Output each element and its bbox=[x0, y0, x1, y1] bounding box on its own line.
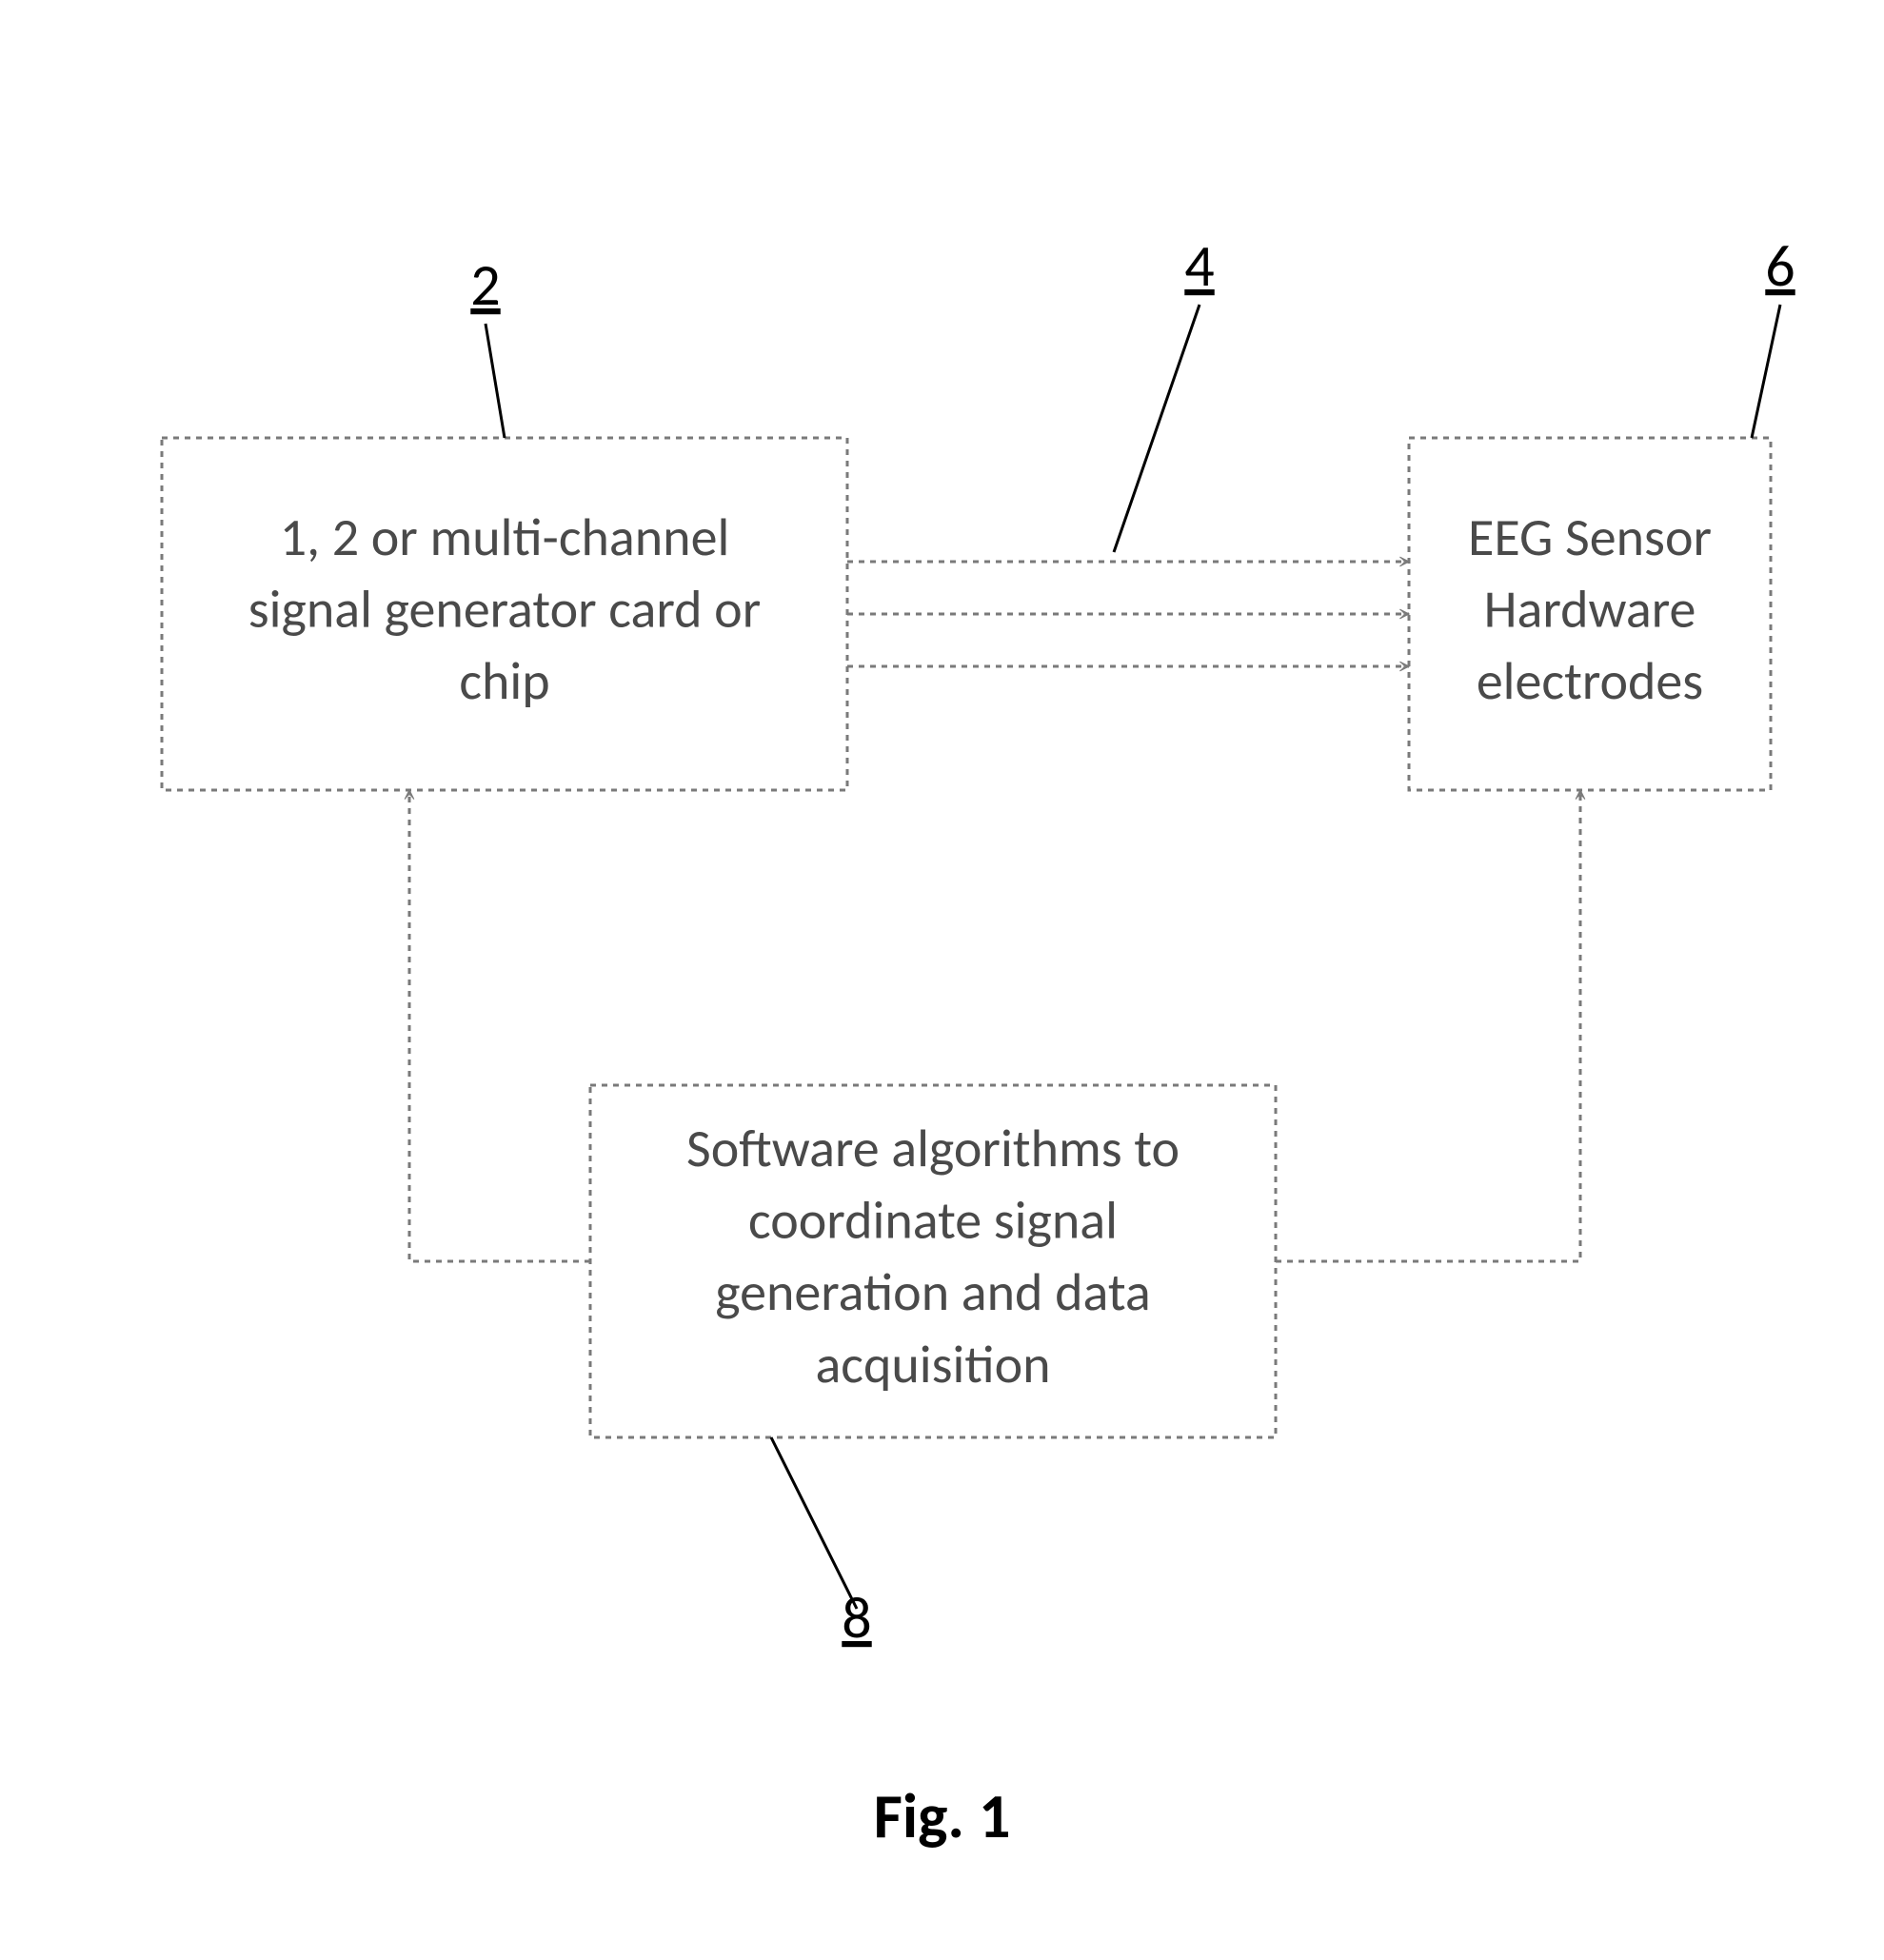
eeg-label-line-2: electrodes bbox=[1477, 649, 1703, 714]
arrow-soft-to-gen bbox=[409, 790, 590, 1261]
ref-label-n4: 4 bbox=[1184, 229, 1214, 302]
eeg-label-line-1: Hardware bbox=[1484, 577, 1696, 642]
leader-n6 bbox=[1752, 305, 1780, 438]
soft-label-line-3: acquisition bbox=[815, 1333, 1050, 1397]
soft-label-line-2: generation and data bbox=[715, 1260, 1151, 1325]
eeg-label-line-0: EEG Sensor bbox=[1468, 505, 1712, 570]
figure-label: Fig. 1 bbox=[874, 1777, 1011, 1854]
leader-n2 bbox=[486, 324, 505, 438]
soft-label-line-0: Software algorithms to bbox=[686, 1117, 1180, 1181]
arrow-soft-to-eeg bbox=[1276, 790, 1580, 1261]
gen-label-line-0: 1, 2 or multi-channel bbox=[280, 505, 730, 570]
leader-n4 bbox=[1114, 305, 1200, 552]
gen-label-line-1: signal generator card or bbox=[248, 577, 761, 642]
ref-label-n6: 6 bbox=[1765, 229, 1795, 302]
ref-label-n8: 8 bbox=[842, 1581, 871, 1653]
gen-label-line-2: chip bbox=[459, 649, 549, 714]
soft-label-line-1: coordinate signal bbox=[748, 1189, 1118, 1254]
ref-label-n2: 2 bbox=[470, 248, 500, 321]
